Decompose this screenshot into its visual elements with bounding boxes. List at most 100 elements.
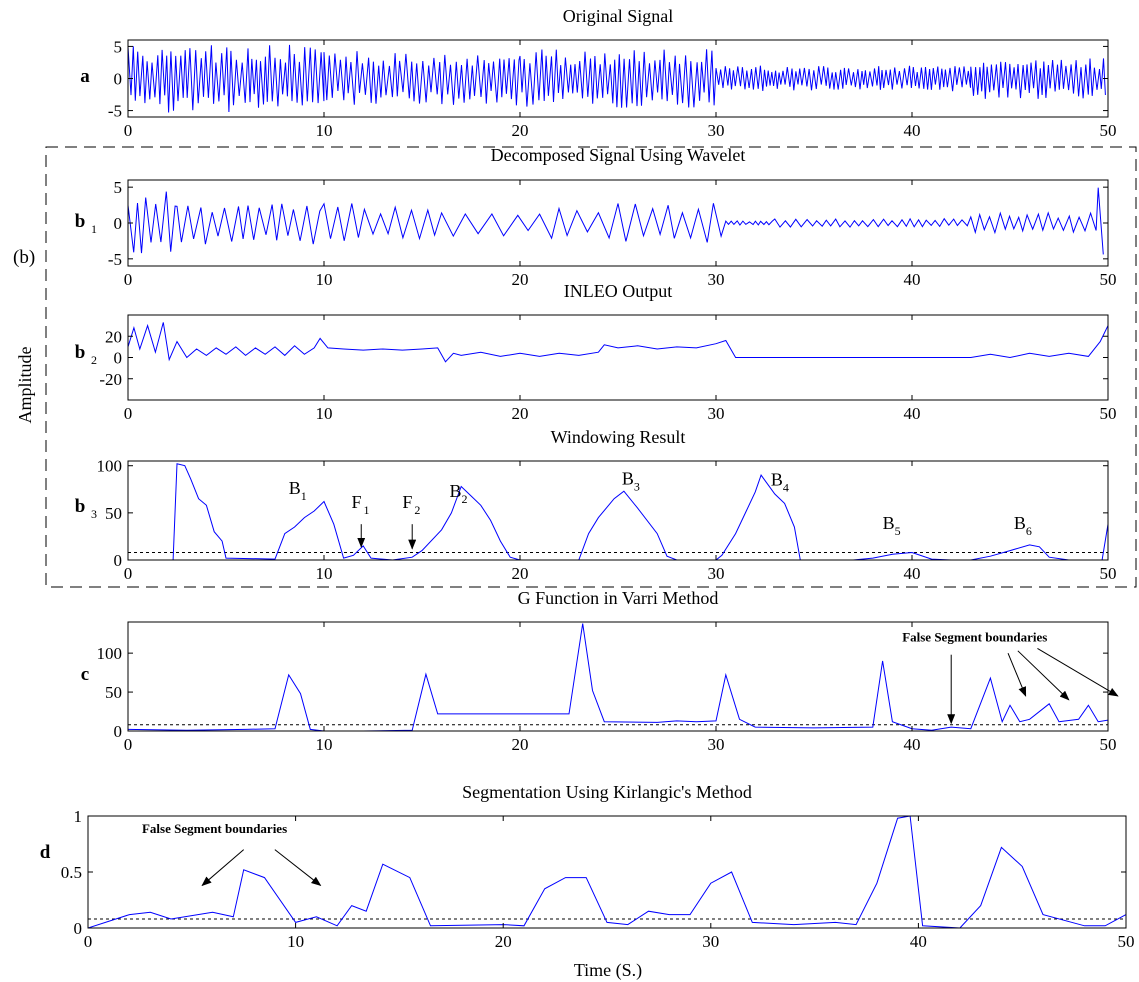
panel-title: G Function in Varri Method: [518, 588, 719, 608]
panel-title: Decomposed Signal Using Wavelet: [491, 145, 746, 165]
x-tick-label: 20: [512, 270, 529, 289]
x-tick-label: 40: [904, 735, 921, 754]
x-tick-label: 50: [1100, 735, 1117, 754]
annotation-subscript: 6: [1026, 524, 1032, 538]
panel-d: Segmentation Using Kirlangic's Method d 0 1…: [40, 782, 1135, 951]
axes-frame: [127, 460, 1109, 561]
panel-title: Original Signal: [563, 6, 674, 26]
annotation-arrow: [1037, 648, 1119, 697]
panel-label: b: [75, 211, 86, 232]
panel-label: b: [75, 342, 86, 363]
x-tick-label: 0: [124, 270, 133, 289]
x-tick-label: 30: [708, 564, 725, 583]
series-line-b1: [128, 187, 1104, 255]
x-tick-label: 0: [124, 404, 133, 423]
x-tick-label: 10: [316, 270, 333, 289]
x-tick-label: 0: [124, 121, 133, 140]
y-tick-label: 1: [74, 807, 83, 826]
y-tick-label: -20: [99, 370, 122, 389]
y-axis-label: Amplitude: [15, 346, 35, 423]
y-tick-label: 0: [114, 214, 123, 233]
panel-label: d: [40, 842, 51, 863]
panel-label-subscript: 3: [91, 507, 97, 521]
group-b-frame: [45, 146, 1137, 588]
panel-label: b: [75, 496, 86, 517]
annotation-subscript: 3: [634, 480, 640, 494]
y-tick-label: 0: [114, 70, 123, 89]
y-tick-label: 50: [105, 683, 122, 702]
annotation-arrow: [1017, 650, 1070, 701]
series-line-b2: [128, 322, 1108, 363]
annotation-subscript: 2: [461, 492, 467, 506]
x-tick-label: 50: [1100, 270, 1117, 289]
x-tick-label: 0: [124, 735, 133, 754]
x-tick-label: 40: [904, 564, 921, 583]
x-tick-label: 30: [708, 270, 725, 289]
y-tick-label: 5: [114, 37, 123, 56]
y-tick-label: 100: [97, 457, 123, 476]
annotation-label: B: [883, 513, 895, 533]
series-line-c: [128, 623, 1108, 731]
x-tick-label: 40: [910, 932, 927, 951]
annotation-label: B: [771, 470, 783, 490]
x-tick-label: 10: [287, 932, 304, 951]
x-tick-label: 20: [512, 121, 529, 140]
x-tick-label: 20: [512, 735, 529, 754]
panel-label: a: [80, 66, 90, 87]
x-tick-label: 10: [316, 121, 333, 140]
x-tick-label: 50: [1100, 564, 1117, 583]
x-tick-label: 10: [316, 564, 333, 583]
x-tick-label: 20: [495, 932, 512, 951]
x-tick-label: 20: [512, 564, 529, 583]
series-line-b3: [128, 463, 1108, 560]
x-tick-label: 50: [1118, 932, 1135, 951]
x-tick-label: 10: [316, 404, 333, 423]
y-tick-label: 5: [114, 178, 123, 197]
annotation-note: False Segment boundaries: [142, 821, 287, 836]
x-tick-label: 10: [316, 735, 333, 754]
annotation-label: B: [622, 469, 634, 489]
x-tick-label: 40: [904, 404, 921, 423]
x-tick-label: 20: [512, 404, 529, 423]
annotation-subscript: 5: [895, 524, 901, 538]
x-tick-label: 40: [904, 270, 921, 289]
annotation-subscript: 1: [363, 503, 369, 517]
annotation-label: F: [402, 492, 412, 512]
panel-c: G Function in Varri Method c 0 10 20 30 40 50 0 5…: [81, 588, 1119, 754]
annotation-subscript: 4: [783, 481, 789, 495]
x-tick-label: 50: [1100, 404, 1117, 423]
group-b-label: (b): [13, 247, 35, 268]
panel-title: Windowing Result: [551, 427, 686, 447]
y-tick-label: 100: [97, 644, 123, 663]
annotation-arrow: [201, 849, 245, 887]
annotation-note: False Segment boundaries: [902, 629, 1047, 644]
y-tick-label: 50: [105, 504, 122, 523]
x-tick-label: 0: [124, 564, 133, 583]
x-tick-label: 50: [1100, 121, 1117, 140]
annotation-label: B: [289, 478, 301, 498]
axes-frame: [127, 621, 1109, 732]
panel-label-subscript: 1: [91, 222, 97, 236]
x-tick-label: 40: [904, 121, 921, 140]
panel-title: Segmentation Using Kirlangic's Method: [462, 782, 752, 802]
panel-label: c: [81, 664, 89, 685]
annotation-label: B: [449, 481, 461, 501]
y-tick-label: 0: [114, 349, 123, 368]
annotation-arrow: [274, 849, 322, 887]
y-tick-label: 0: [114, 551, 123, 570]
annotation-subscript: 2: [414, 503, 420, 517]
y-tick-label: 0: [74, 919, 83, 938]
x-tick-label: 30: [708, 404, 725, 423]
annotation-label: B: [1014, 513, 1026, 533]
panel-title: INLEO Output: [564, 281, 672, 301]
annotation-label: F: [351, 492, 361, 512]
y-tick-label: -5: [108, 102, 122, 121]
series-line-a: [128, 44, 1106, 113]
panel-label-subscript: 2: [91, 353, 97, 367]
y-tick-label: 20: [105, 327, 122, 346]
x-tick-label: 30: [708, 735, 725, 754]
